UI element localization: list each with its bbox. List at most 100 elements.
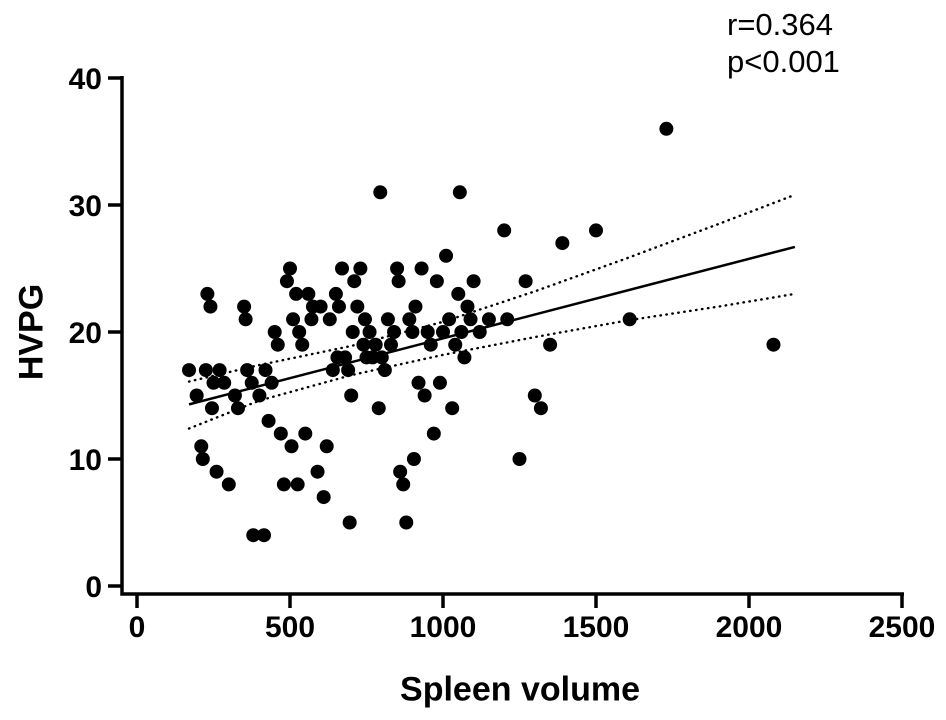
data-point: [390, 261, 405, 276]
data-point: [512, 452, 527, 466]
data-point: [387, 325, 402, 339]
data-point: [286, 312, 301, 327]
y-tick-label: 10: [69, 444, 102, 477]
data-point: [270, 337, 285, 352]
data-point: [195, 452, 210, 466]
data-point: [393, 464, 408, 479]
data-point: [283, 261, 297, 276]
data-point: [206, 375, 221, 390]
data-point: [408, 299, 423, 314]
y-tick-label: 40: [69, 63, 102, 96]
data-point: [555, 236, 570, 251]
data-point: [396, 477, 411, 492]
data-point: [301, 286, 316, 301]
data-point: [432, 375, 447, 390]
data-point: [338, 350, 353, 365]
data-point: [533, 401, 548, 416]
data-point: [230, 401, 245, 416]
data-point: [298, 426, 313, 441]
data-point: [189, 388, 204, 403]
y-tick-label: 20: [69, 317, 102, 350]
x-tick-label: 2500: [869, 611, 936, 644]
data-point: [284, 439, 299, 454]
data-point: [373, 185, 388, 200]
data-point: [198, 363, 213, 378]
data-point: [240, 363, 255, 378]
data-point: [518, 274, 533, 289]
data-point: [442, 312, 457, 327]
data-point: [405, 325, 420, 339]
data-point: [436, 325, 450, 339]
data-point: [246, 528, 261, 543]
data-point: [319, 439, 334, 454]
data-point: [527, 388, 542, 403]
x-tick-label: 0: [129, 611, 146, 644]
data-point: [445, 401, 460, 416]
data-point: [341, 363, 356, 378]
data-point: [399, 515, 414, 530]
data-point: [209, 464, 224, 479]
data-point: [356, 337, 371, 352]
data-point: [316, 490, 331, 505]
data-point: [310, 464, 325, 479]
data-point: [402, 312, 417, 327]
data-point: [200, 286, 215, 301]
data-point: [429, 274, 444, 289]
data-point: [194, 439, 209, 454]
data-point: [448, 337, 463, 352]
data-point: [391, 274, 406, 289]
data-point: [460, 299, 475, 314]
y-tick-label: 30: [69, 190, 102, 223]
data-point: [452, 185, 467, 200]
data-point: [414, 261, 429, 276]
data-point: [345, 325, 360, 339]
data-point: [420, 325, 435, 339]
data-point: [380, 312, 395, 327]
data-point: [406, 452, 421, 466]
data-point: [344, 388, 359, 403]
data-point: [466, 274, 481, 289]
data-point: [273, 426, 288, 441]
data-point: [457, 350, 472, 365]
x-tick-label: 2000: [716, 611, 783, 644]
data-point: [377, 363, 392, 378]
x-tick-label: 1000: [410, 611, 477, 644]
data-point: [267, 325, 282, 339]
data-point: [313, 299, 328, 314]
data-point: [256, 528, 271, 543]
ci-lower-band: [187, 292, 797, 430]
data-point: [368, 337, 383, 352]
data-point: [347, 274, 362, 289]
y-tick-label: 0: [85, 571, 102, 604]
data-point: [463, 312, 478, 327]
data-point: [289, 286, 304, 301]
data-point: [217, 375, 232, 390]
data-point: [659, 121, 674, 136]
data-point: [182, 363, 197, 378]
data-point: [204, 401, 219, 416]
data-point: [328, 286, 343, 301]
data-point: [371, 401, 386, 416]
data-point: [411, 375, 426, 390]
data-point: [383, 337, 398, 352]
x-tick-label: 500: [265, 611, 315, 644]
x-axis-title: Spleen volume: [400, 670, 640, 709]
p-value: p<0.001: [727, 44, 840, 79]
data-point: [252, 388, 267, 403]
data-point: [357, 312, 372, 327]
data-point: [497, 223, 512, 238]
data-point: [203, 299, 218, 314]
data-point: [335, 261, 350, 276]
data-point: [342, 515, 357, 530]
data-point: [238, 312, 253, 327]
data-point: [331, 299, 346, 314]
stats-annotation: r=0.364 p<0.001: [727, 6, 840, 80]
data-point: [766, 337, 781, 352]
data-point: [543, 337, 558, 352]
data-point: [290, 477, 305, 492]
data-point: [261, 413, 276, 428]
axes: [120, 76, 904, 596]
correlation-r-value: r=0.364: [727, 7, 834, 42]
